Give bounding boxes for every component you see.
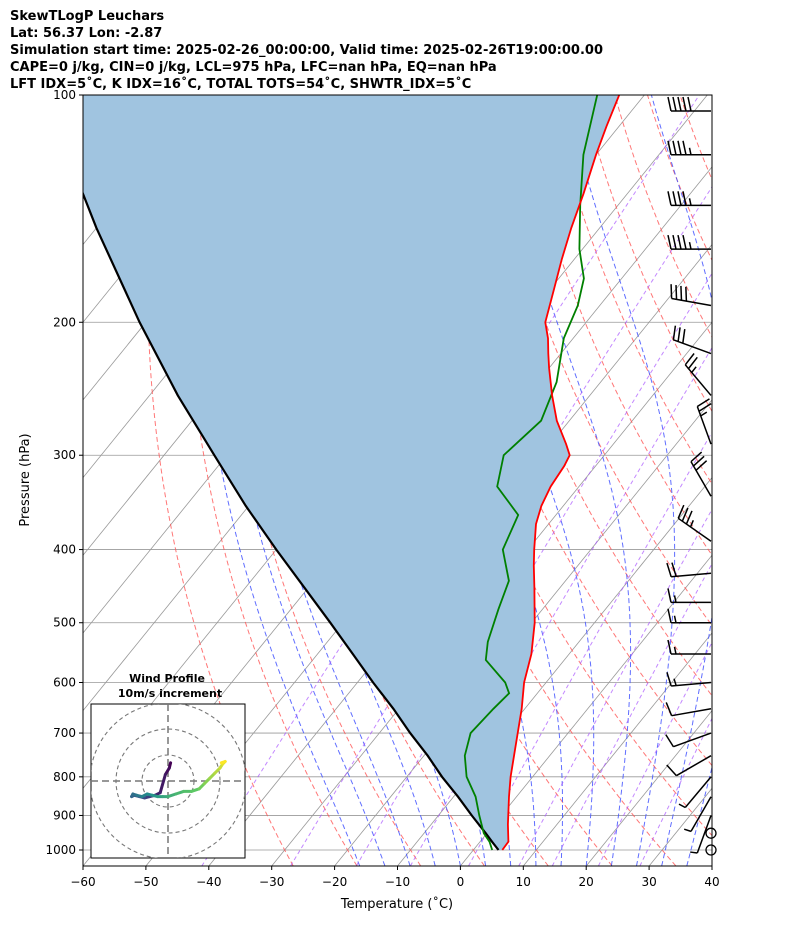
hodograph-segment — [219, 760, 227, 765]
y-tick-label: 100 — [53, 88, 76, 102]
dry-adiabat — [778, 95, 794, 866]
y-tick-label: 300 — [53, 448, 76, 462]
isotherm-line — [0, 95, 15, 866]
time-line: Simulation start time: 2025-02-26_00:00:… — [10, 43, 603, 58]
dry-adiabat — [549, 95, 712, 485]
chart-title: SkewTLogP Leuchars — [10, 9, 165, 24]
mixing-ratio-line — [551, 562, 712, 866]
moist-adiabat — [650, 95, 712, 866]
moist-adiabat — [216, 95, 386, 866]
isotherm-line — [0, 95, 78, 866]
wind-barb — [665, 702, 712, 717]
wind-barb — [667, 588, 711, 604]
mixing-ratio-line — [290, 185, 712, 866]
indices-line-1: CAPE=0 j/kg, CIN=0 j/kg, LCL=975 hPa, LF… — [10, 60, 497, 75]
wind-barb — [678, 776, 712, 809]
wind-barb — [667, 639, 711, 655]
wind-barb — [690, 451, 712, 497]
x-tick-label: −50 — [133, 875, 158, 889]
y-tick-label: 800 — [53, 770, 76, 784]
wind-barb — [684, 353, 712, 396]
location-line: Lat: 56.37 Lon: -2.87 — [10, 26, 163, 41]
isotherm-line — [711, 865, 712, 866]
y-tick-label: 500 — [53, 616, 76, 630]
wind-barb — [670, 284, 712, 307]
y-tick-label: 200 — [53, 315, 76, 329]
y-tick-label: 600 — [53, 676, 76, 690]
moist-adiabat — [565, 95, 676, 866]
wind-barb — [667, 96, 711, 112]
moist-adiabat — [235, 95, 411, 866]
wind-barb — [705, 844, 717, 856]
dry-adiabat — [647, 95, 712, 262]
y-tick-label: 1000 — [45, 843, 76, 857]
x-tick-label: −40 — [196, 875, 221, 889]
moist-adiabat — [711, 864, 712, 866]
hodograph-subtitle: 10m/s increment — [118, 687, 222, 700]
x-tick-label: 10 — [516, 875, 531, 889]
y-tick-label: 900 — [53, 808, 76, 822]
x-tick-label: 20 — [579, 875, 594, 889]
x-tick-label: 40 — [704, 875, 719, 889]
x-tick-label: −60 — [70, 875, 95, 889]
dry-adiabat — [713, 95, 794, 866]
x-tick-label: −20 — [322, 875, 347, 889]
isotherm-line — [775, 95, 794, 866]
isotherm-line — [271, 321, 712, 866]
wind-barb — [666, 672, 712, 687]
chart-header: SkewTLogP Leuchars Lat: 56.37 Lon: -2.87… — [10, 8, 603, 93]
wind-barb — [667, 608, 711, 624]
isotherm-line — [585, 710, 712, 866]
wind-barb — [690, 815, 712, 854]
indices-line-2: LFT IDX=5˚C, K IDX=16˚C, TOTAL TOTS=54˚C… — [10, 77, 472, 92]
hodograph-segment — [158, 773, 167, 795]
y-axis-label: Pressure (hPa) — [18, 433, 33, 526]
y-tick-label: 700 — [53, 726, 76, 740]
temperature-profile — [501, 95, 621, 851]
x-tick-label: 30 — [641, 875, 656, 889]
wind-barb — [677, 504, 712, 542]
moist-adiabat — [198, 95, 361, 866]
x-tick-label: 0 — [457, 875, 465, 889]
cape-cin-shading — [83, 95, 620, 850]
wind-barb — [667, 191, 711, 207]
wind-barb — [683, 796, 712, 833]
mixing-ratio-line — [639, 717, 712, 866]
mixing-ratio-line — [597, 641, 712, 866]
x-axis-label: Temperature (˚C) — [340, 896, 453, 912]
moist-adiabat — [737, 95, 794, 866]
parcel-profile — [83, 190, 500, 851]
dry-adiabat — [745, 95, 794, 866]
wind-barb — [665, 732, 712, 748]
wind-barb — [696, 398, 712, 445]
isotherm-line — [460, 554, 712, 866]
isotherm-line — [522, 632, 712, 866]
y-tick-label: 400 — [53, 543, 76, 557]
dry-adiabat — [581, 95, 712, 413]
hodograph-title: Wind Profile — [129, 672, 205, 685]
wind-barb — [667, 234, 711, 250]
wind-barb — [705, 827, 717, 839]
wind-barb — [667, 140, 711, 156]
x-tick-label: −10 — [385, 875, 410, 889]
dewpoint-profile — [463, 95, 599, 851]
moist-adiabat — [498, 95, 632, 866]
wind-barb — [672, 325, 712, 355]
dry-adiabat — [614, 95, 712, 339]
x-tick-label: −30 — [259, 875, 284, 889]
mixing-ratio-line — [468, 431, 712, 866]
wind-barb — [666, 562, 712, 578]
wind-barb — [666, 755, 712, 777]
mixing-ratio-line — [355, 272, 712, 866]
